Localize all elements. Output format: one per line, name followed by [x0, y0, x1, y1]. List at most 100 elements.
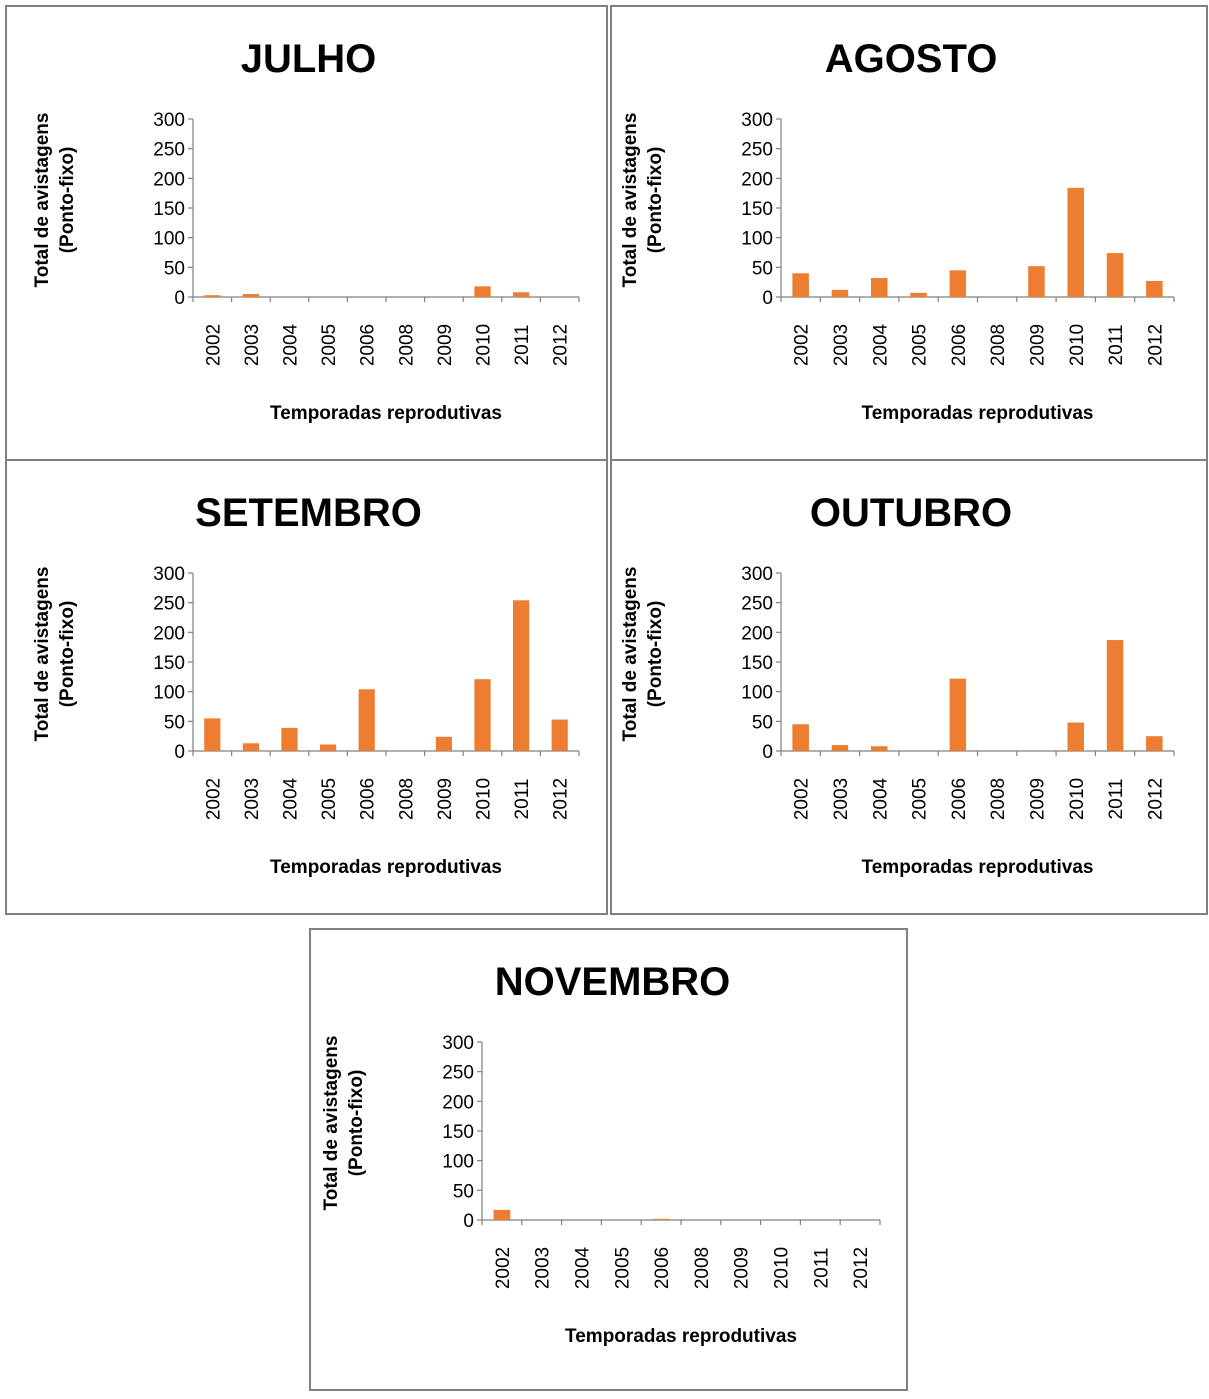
- chart-title: AGOSTO: [825, 37, 998, 81]
- x-tick-label: 2012: [851, 1247, 872, 1289]
- y-axis-label-unit: (Ponto-fixo): [645, 601, 666, 708]
- chart-panel-setembro: SETEMBRO Total de avistagens (Ponto-fixo) 0…: [5, 459, 608, 915]
- bar-2010: [1067, 722, 1085, 751]
- x-tick-label: 2012: [551, 778, 572, 820]
- x-tick-label: 2009: [435, 778, 456, 820]
- x-tick-label: 2009: [732, 1247, 753, 1289]
- x-tick-label: 2004: [573, 1246, 594, 1289]
- bar-2010: [1067, 187, 1085, 297]
- y-tick-label: 100: [741, 683, 773, 704]
- y-tick-label: 0: [174, 742, 185, 763]
- x-tick-label: 2010: [1067, 324, 1088, 366]
- y-tick-label: 300: [153, 110, 185, 131]
- x-axis-label: Temporadas reprodutivas: [270, 403, 502, 424]
- bar-2009: [435, 736, 453, 751]
- chart-title: OUTUBRO: [810, 491, 1012, 535]
- y-axis-label: Total de avistagens: [620, 567, 641, 742]
- bar-2006: [652, 1218, 670, 1220]
- y-tick-label: 50: [752, 258, 773, 279]
- y-tick-label: 250: [153, 140, 185, 161]
- x-tick-label: 2003: [533, 1247, 554, 1289]
- x-axis-label: Temporadas reprodutivas: [270, 857, 502, 878]
- x-tick-label: 2011: [1106, 779, 1127, 820]
- y-tick-label: 250: [741, 594, 773, 615]
- y-tick-label: 150: [741, 653, 773, 674]
- chart-svg: OUTUBRO Total de avistagens (Ponto-fixo) 0 5…: [620, 491, 1175, 878]
- x-tick-label: 2009: [1027, 324, 1048, 366]
- x-tick-label: 2002: [203, 778, 224, 820]
- x-tick-label: 2005: [612, 1247, 633, 1289]
- chart-panel-julho: JULHO Total de avistagens (Ponto-fixo) 0 50 1…: [5, 5, 608, 461]
- bar-2002: [493, 1209, 511, 1220]
- y-tick-label: 100: [153, 683, 185, 704]
- bar-2002: [792, 724, 809, 751]
- y-axis-label-unit: (Ponto-fixo): [57, 601, 78, 708]
- x-tick-label: 2003: [831, 324, 852, 366]
- y-tick-label: 0: [174, 288, 185, 309]
- bar-2005: [319, 744, 337, 751]
- x-tick-label: 2004: [870, 323, 891, 366]
- chart-title: JULHO: [241, 37, 377, 81]
- bar-2005: [910, 292, 927, 297]
- bar-2012: [1146, 280, 1163, 297]
- x-tick-label: 2008: [988, 324, 1009, 366]
- x-tick-label: 2010: [1067, 778, 1088, 820]
- y-tick-label: 100: [153, 229, 185, 250]
- bar-2003: [831, 289, 849, 297]
- x-tick-label: 2003: [831, 778, 852, 820]
- y-tick-label: 50: [752, 712, 773, 733]
- bar-2006: [949, 270, 967, 297]
- x-tick-label: 2006: [358, 324, 379, 366]
- bar-2006: [949, 678, 967, 751]
- x-tick-label: 2011: [811, 1248, 832, 1289]
- x-tick-label: 2006: [652, 1247, 673, 1289]
- y-tick-label: 200: [153, 623, 185, 644]
- y-axis-label: Total de avistagens: [32, 113, 53, 288]
- x-tick-label: 2012: [551, 324, 572, 366]
- y-tick-label: 300: [741, 564, 773, 585]
- x-tick-label: 2010: [474, 324, 495, 366]
- y-tick-label: 200: [741, 623, 773, 644]
- x-tick-label: 2002: [792, 778, 813, 820]
- bar-2010: [474, 679, 491, 751]
- chart-panel-agosto: AGOSTO Total de avistagens (Ponto-fixo) 0 50…: [610, 5, 1208, 461]
- x-tick-label: 2002: [203, 324, 224, 366]
- y-tick-label: 250: [153, 594, 185, 615]
- y-tick-label: 50: [164, 258, 185, 279]
- x-tick-label: 2002: [792, 324, 813, 366]
- x-tick-label: 2006: [949, 778, 970, 820]
- x-tick-label: 2005: [319, 324, 340, 366]
- x-tick-label: 2009: [435, 324, 456, 366]
- y-tick-label: 50: [453, 1181, 474, 1202]
- y-tick-label: 250: [741, 140, 773, 161]
- x-tick-label: 2011: [512, 779, 533, 820]
- x-axis-label: Temporadas reprodutivas: [862, 857, 1094, 878]
- chart-svg: SETEMBRO Total de avistagens (Ponto-fixo) 0…: [32, 491, 580, 878]
- bar-2006: [358, 689, 375, 751]
- x-axis-label: Temporadas reprodutivas: [565, 1326, 797, 1347]
- x-tick-label: 2005: [319, 778, 340, 820]
- bar-2012: [1146, 736, 1163, 751]
- bar-2011: [512, 600, 530, 751]
- y-tick-label: 200: [741, 169, 773, 190]
- bar-2003: [242, 743, 260, 751]
- x-tick-label: 2008: [692, 1247, 713, 1289]
- bar-2009: [1028, 266, 1045, 297]
- bar-2002: [204, 718, 221, 751]
- chart-svg: JULHO Total de avistagens (Ponto-fixo) 0 50 1…: [32, 37, 580, 424]
- bar-2002: [204, 295, 221, 297]
- chart-panel-novembro: NOVEMBRO Total de avistagens (Ponto-fixo) 0…: [309, 928, 908, 1391]
- y-tick-label: 50: [164, 712, 185, 733]
- x-tick-label: 2011: [1106, 325, 1127, 366]
- y-tick-label: 300: [153, 564, 185, 585]
- bar-2003: [242, 294, 260, 297]
- chart-svg: AGOSTO Total de avistagens (Ponto-fixo) 0 50…: [620, 37, 1175, 424]
- x-tick-label: 2012: [1145, 778, 1166, 820]
- y-tick-label: 100: [442, 1152, 474, 1173]
- x-tick-label: 2008: [396, 778, 417, 820]
- x-tick-label: 2004: [281, 323, 302, 366]
- x-tick-label: 2009: [1027, 778, 1048, 820]
- bar-2004: [870, 278, 888, 297]
- x-tick-label: 2003: [242, 324, 263, 366]
- x-tick-label: 2003: [242, 778, 263, 820]
